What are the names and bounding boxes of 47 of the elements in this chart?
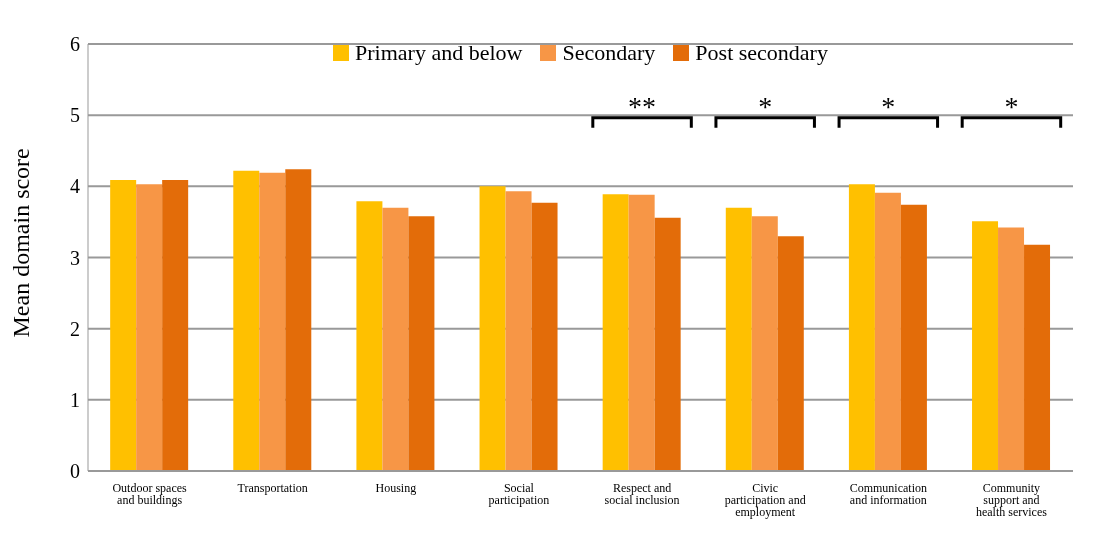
y-tick-label: 2 bbox=[70, 317, 80, 340]
bar bbox=[531, 202, 558, 471]
bar bbox=[259, 172, 286, 471]
bar bbox=[136, 184, 163, 471]
y-tick-label: 3 bbox=[70, 246, 80, 269]
bar bbox=[602, 194, 629, 471]
bar bbox=[777, 236, 804, 471]
bar bbox=[900, 204, 927, 471]
legend-label: Primary and below bbox=[354, 40, 523, 66]
annotation: * bbox=[881, 90, 896, 122]
bar bbox=[110, 179, 137, 471]
bar bbox=[1024, 244, 1051, 471]
y-tick-label: 1 bbox=[70, 388, 80, 411]
bar bbox=[382, 207, 409, 471]
bar bbox=[356, 201, 383, 471]
bar bbox=[654, 217, 681, 471]
bar bbox=[874, 192, 901, 471]
bar bbox=[751, 216, 778, 471]
bar bbox=[848, 184, 875, 471]
bar bbox=[408, 216, 435, 471]
x-tick-label: Social participation bbox=[488, 480, 550, 507]
bar bbox=[233, 170, 260, 471]
x-tick-label: Respect and social inclusion bbox=[604, 480, 680, 507]
annotation: * bbox=[1004, 90, 1019, 122]
bar bbox=[162, 179, 189, 471]
annotation: * bbox=[758, 90, 773, 122]
bar bbox=[972, 221, 999, 471]
y-tick-label: 4 bbox=[70, 175, 80, 198]
bar bbox=[505, 191, 532, 471]
y-tick-label: 5 bbox=[70, 104, 80, 127]
x-tick-label: Outdoor spaces and buildings bbox=[112, 480, 188, 507]
bar bbox=[628, 194, 655, 471]
bar bbox=[285, 169, 312, 471]
bar bbox=[725, 207, 752, 471]
bar bbox=[479, 186, 506, 471]
x-tick-label: Housing bbox=[375, 480, 417, 495]
y-tick-label: 0 bbox=[70, 460, 80, 483]
x-tick-label: Civic participation and employment bbox=[724, 480, 806, 519]
y-tick-label: 6 bbox=[70, 33, 80, 56]
x-tick-label: Transportation bbox=[237, 480, 308, 495]
x-tick-label: Communication and information bbox=[849, 480, 927, 507]
legend-label: Secondary bbox=[561, 40, 656, 66]
x-tick-label: Community support and health services bbox=[975, 480, 1048, 519]
legend-label: Post secondary bbox=[694, 40, 828, 66]
y-axis-title: Mean domain score bbox=[7, 148, 34, 338]
annotation: ** bbox=[628, 90, 657, 122]
bar bbox=[998, 227, 1025, 471]
